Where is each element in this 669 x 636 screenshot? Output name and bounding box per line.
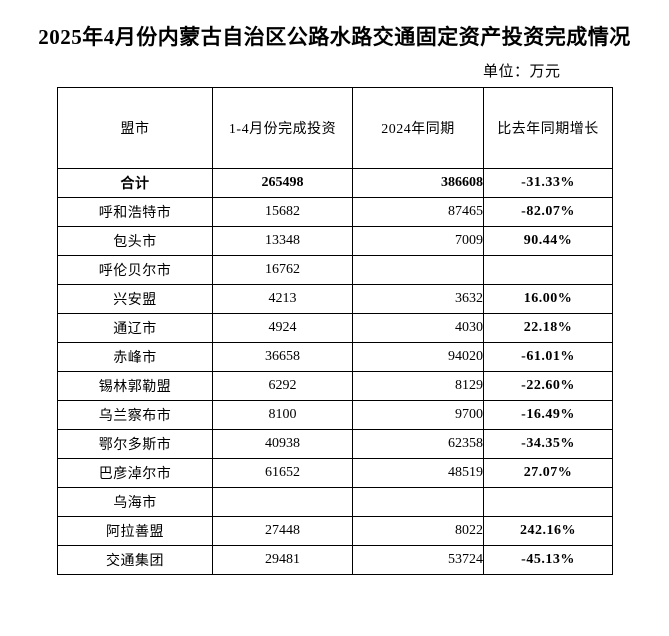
growth-cell: 16.00% [483, 284, 613, 314]
previous-cell: 386608 [352, 168, 484, 198]
growth-cell: 27.07% [483, 458, 613, 488]
region-cell: 呼和浩特市 [57, 197, 213, 227]
previous-cell: 7009 [352, 226, 484, 256]
current-cell: 265498 [212, 168, 353, 198]
growth-cell: -34.35% [483, 429, 613, 459]
current-cell: 13348 [212, 226, 353, 256]
region-cell: 包头市 [57, 226, 213, 256]
region-cell: 赤峰市 [57, 342, 213, 372]
current-cell: 8100 [212, 400, 353, 430]
region-cell: 乌兰察布市 [57, 400, 213, 430]
column-header-4: 比去年同期增长 [483, 87, 613, 169]
growth-cell: -16.49% [483, 400, 613, 430]
region-cell: 锡林郭勒盟 [57, 371, 213, 401]
current-cell: 15682 [212, 197, 353, 227]
current-cell: 27448 [212, 516, 353, 546]
current-cell [212, 487, 353, 517]
growth-cell: -22.60% [483, 371, 613, 401]
column-header-3: 2024年同期 [352, 87, 484, 169]
table-row: 合计 265498 386608 -31.33% [57, 168, 613, 198]
table-row: 兴安盟 4213 3632 16.00% [57, 284, 613, 314]
current-cell: 40938 [212, 429, 353, 459]
region-cell: 鄂尔多斯市 [57, 429, 213, 459]
previous-cell: 62358 [352, 429, 484, 459]
table-row: 锡林郭勒盟 6292 8129 -22.60% [57, 371, 613, 401]
page-title: 2025年4月份内蒙古自治区公路水路交通固定资产投资完成情况 [38, 25, 631, 49]
region-cell: 通辽市 [57, 313, 213, 343]
growth-cell: 90.44% [483, 226, 613, 256]
region-cell: 呼伦贝尔市 [57, 255, 213, 285]
unit-label: 单位：万元 [483, 64, 561, 80]
previous-cell: 53724 [352, 545, 484, 575]
growth-cell [483, 255, 613, 285]
previous-cell: 94020 [352, 342, 484, 372]
growth-cell: 242.16% [483, 516, 613, 546]
table-row: 呼和浩特市 15682 87465 -82.07% [57, 197, 613, 227]
previous-cell: 3632 [352, 284, 484, 314]
table-row: 乌兰察布市 8100 9700 -16.49% [57, 400, 613, 430]
growth-cell: -45.13% [483, 545, 613, 575]
previous-cell: 48519 [352, 458, 484, 488]
growth-cell [483, 487, 613, 517]
table-row: 呼伦贝尔市 16762 [57, 255, 613, 285]
previous-cell: 4030 [352, 313, 484, 343]
table-row: 通辽市 4924 4030 22.18% [57, 313, 613, 343]
table-row: 鄂尔多斯市 40938 62358 -34.35% [57, 429, 613, 459]
current-cell: 61652 [212, 458, 353, 488]
table-row: 阿拉善盟 27448 8022 242.16% [57, 516, 613, 546]
current-cell: 4213 [212, 284, 353, 314]
table-row: 交通集团 29481 53724 -45.13% [57, 545, 613, 575]
previous-cell: 8022 [352, 516, 484, 546]
current-cell: 36658 [212, 342, 353, 372]
current-cell: 29481 [212, 545, 353, 575]
region-cell: 兴安盟 [57, 284, 213, 314]
region-cell: 阿拉善盟 [57, 516, 213, 546]
previous-cell [352, 255, 484, 285]
region-cell: 巴彦淖尔市 [57, 458, 213, 488]
previous-cell: 9700 [352, 400, 484, 430]
previous-cell [352, 487, 484, 517]
growth-cell: -61.01% [483, 342, 613, 372]
table-row: 包头市 13348 7009 90.44% [57, 226, 613, 256]
growth-cell: -82.07% [483, 197, 613, 227]
current-cell: 6292 [212, 371, 353, 401]
table-header-row: 盟市 1-4月份完成投资 2024年同期 比去年同期增长 [57, 87, 613, 169]
column-header-1: 盟市 [57, 87, 213, 169]
table-row: 乌海市 [57, 487, 613, 517]
region-cell: 乌海市 [57, 487, 213, 517]
region-cell: 合计 [57, 168, 213, 198]
region-cell: 交通集团 [57, 545, 213, 575]
growth-cell: 22.18% [483, 313, 613, 343]
current-cell: 4924 [212, 313, 353, 343]
growth-cell: -31.33% [483, 168, 613, 198]
column-header-2: 1-4月份完成投资 [212, 87, 353, 169]
table-row: 巴彦淖尔市 61652 48519 27.07% [57, 458, 613, 488]
previous-cell: 87465 [352, 197, 484, 227]
investment-table: 盟市 1-4月份完成投资 2024年同期 比去年同期增长 合计 265498 386608… [57, 87, 613, 575]
table-row: 赤峰市 36658 94020 -61.01% [57, 342, 613, 372]
current-cell: 16762 [212, 255, 353, 285]
previous-cell: 8129 [352, 371, 484, 401]
